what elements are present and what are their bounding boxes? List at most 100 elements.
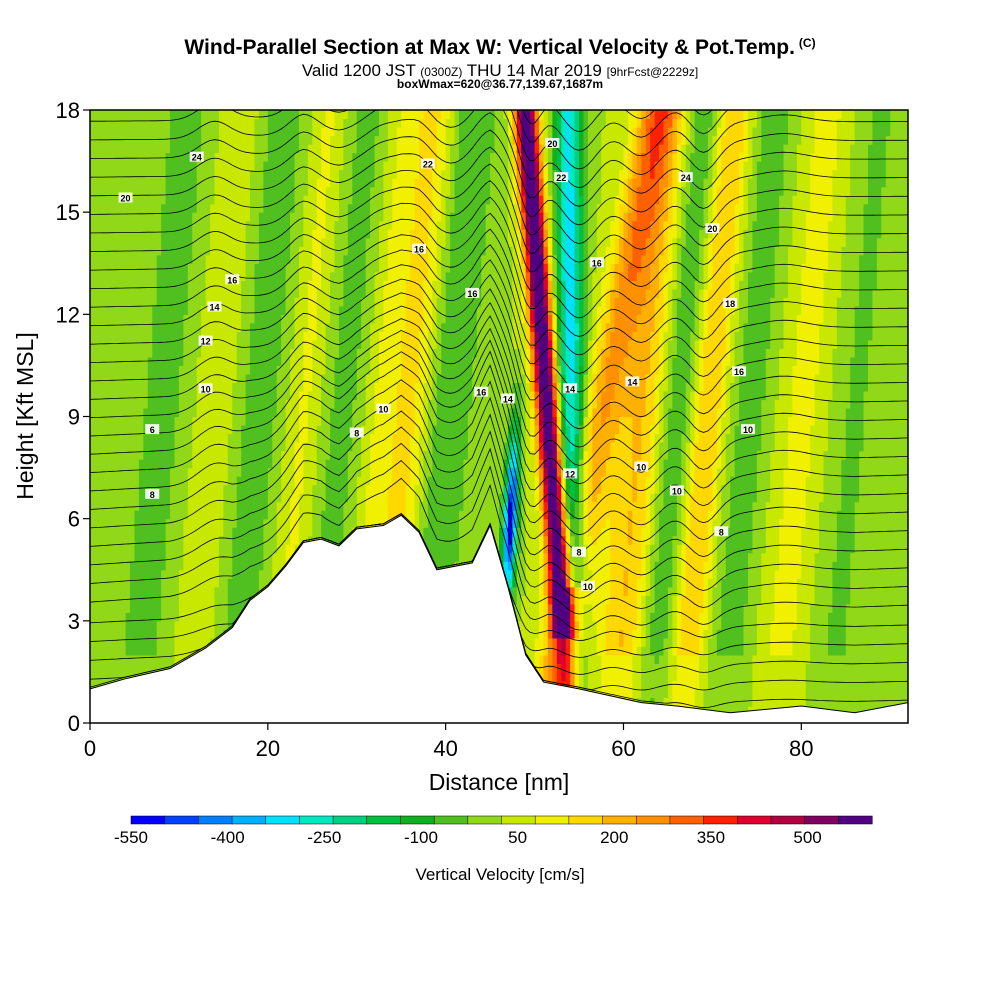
velocity-cell bbox=[458, 552, 465, 562]
velocity-cell bbox=[774, 569, 780, 579]
velocity-cell bbox=[859, 629, 865, 639]
velocity-cell bbox=[272, 510, 278, 520]
velocity-cell bbox=[774, 697, 780, 707]
velocity-cell bbox=[112, 663, 118, 673]
velocity-cell bbox=[890, 569, 896, 579]
velocity-cell bbox=[707, 510, 713, 520]
velocity-cell bbox=[138, 569, 144, 579]
velocity-cell bbox=[863, 561, 869, 571]
velocity-cell bbox=[134, 518, 140, 528]
velocity-cell bbox=[254, 586, 260, 596]
velocity-cell bbox=[574, 518, 580, 528]
velocity-cell bbox=[98, 535, 104, 545]
velocity-cell bbox=[632, 552, 638, 562]
velocity-cell bbox=[801, 663, 807, 673]
velocity-cell bbox=[712, 680, 718, 690]
velocity-cell bbox=[681, 578, 687, 588]
velocity-cell bbox=[845, 603, 851, 613]
velocity-cell bbox=[747, 688, 754, 699]
velocity-cell bbox=[716, 688, 722, 699]
velocity-cell bbox=[667, 578, 673, 588]
velocity-cell bbox=[672, 629, 678, 639]
velocity-cell bbox=[614, 671, 620, 682]
velocity-cell bbox=[619, 654, 625, 664]
velocity-cell bbox=[632, 544, 638, 554]
velocity-cell bbox=[174, 603, 180, 613]
velocity-cell bbox=[587, 629, 593, 639]
velocity-cell bbox=[210, 501, 216, 511]
velocity-cell bbox=[516, 620, 522, 630]
velocity-cell bbox=[681, 688, 687, 699]
velocity-cell bbox=[623, 595, 629, 605]
velocity-cell bbox=[885, 544, 891, 554]
velocity-cell bbox=[730, 688, 736, 699]
velocity-cell bbox=[796, 688, 802, 699]
velocity-cell bbox=[503, 510, 509, 520]
velocity-cell bbox=[325, 493, 331, 503]
velocity-cell bbox=[836, 637, 842, 647]
velocity-cell bbox=[623, 527, 629, 537]
velocity-cell bbox=[610, 612, 616, 622]
velocity-cell bbox=[205, 501, 211, 511]
velocity-cell bbox=[507, 561, 513, 571]
velocity-cell bbox=[854, 595, 860, 605]
velocity-cell bbox=[272, 493, 278, 503]
velocity-cell bbox=[743, 493, 749, 503]
velocity-cell bbox=[596, 569, 602, 579]
velocity-cell bbox=[832, 646, 838, 656]
velocity-cell bbox=[214, 493, 220, 503]
velocity-cell bbox=[632, 493, 638, 503]
velocity-cell bbox=[107, 552, 113, 562]
velocity-cell bbox=[721, 552, 727, 562]
velocity-cell bbox=[659, 595, 665, 605]
velocity-cell bbox=[827, 646, 834, 656]
velocity-cell bbox=[787, 629, 794, 639]
velocity-cell bbox=[619, 518, 625, 528]
velocity-cell bbox=[294, 493, 300, 503]
velocity-cell bbox=[743, 663, 749, 673]
velocity-cell bbox=[814, 612, 820, 622]
velocity-cell bbox=[739, 680, 745, 690]
velocity-cell bbox=[841, 620, 847, 630]
velocity-cell bbox=[654, 654, 660, 664]
velocity-cell bbox=[752, 620, 758, 630]
velocity-cell bbox=[570, 595, 576, 605]
velocity-cell bbox=[174, 612, 180, 622]
velocity-cell bbox=[752, 663, 758, 673]
velocity-cell bbox=[543, 501, 549, 511]
velocity-cell bbox=[881, 493, 887, 503]
velocity-cell bbox=[334, 501, 340, 511]
velocity-cell bbox=[583, 637, 589, 647]
velocity-cell bbox=[899, 493, 905, 503]
velocity-cell bbox=[627, 561, 633, 571]
velocity-cell bbox=[841, 518, 847, 528]
velocity-cell bbox=[872, 671, 878, 682]
velocity-cell bbox=[147, 654, 153, 664]
velocity-cell bbox=[183, 561, 189, 571]
velocity-cell bbox=[174, 510, 180, 520]
velocity-cell bbox=[770, 603, 776, 613]
velocity-cell bbox=[730, 654, 736, 664]
velocity-cell bbox=[805, 680, 811, 690]
velocity-cell bbox=[716, 535, 722, 545]
velocity-cell bbox=[827, 603, 834, 613]
velocity-cell bbox=[263, 569, 269, 579]
velocity-cell bbox=[841, 629, 847, 639]
velocity-cell bbox=[267, 493, 273, 503]
velocity-cell bbox=[530, 629, 536, 639]
velocity-cell bbox=[583, 612, 589, 622]
velocity-cell bbox=[623, 552, 629, 562]
velocity-cell bbox=[734, 552, 740, 562]
velocity-cell bbox=[499, 544, 505, 554]
velocity-cell bbox=[263, 527, 269, 537]
velocity-cell bbox=[716, 663, 722, 673]
velocity-cell bbox=[627, 612, 633, 622]
velocity-cell bbox=[730, 510, 736, 520]
velocity-cell bbox=[427, 518, 433, 528]
velocity-cell bbox=[165, 501, 171, 511]
velocity-cell bbox=[276, 535, 282, 545]
velocity-cell bbox=[623, 510, 629, 520]
velocity-cell bbox=[130, 544, 136, 554]
velocity-cell bbox=[899, 544, 905, 554]
velocity-cell bbox=[787, 595, 794, 605]
